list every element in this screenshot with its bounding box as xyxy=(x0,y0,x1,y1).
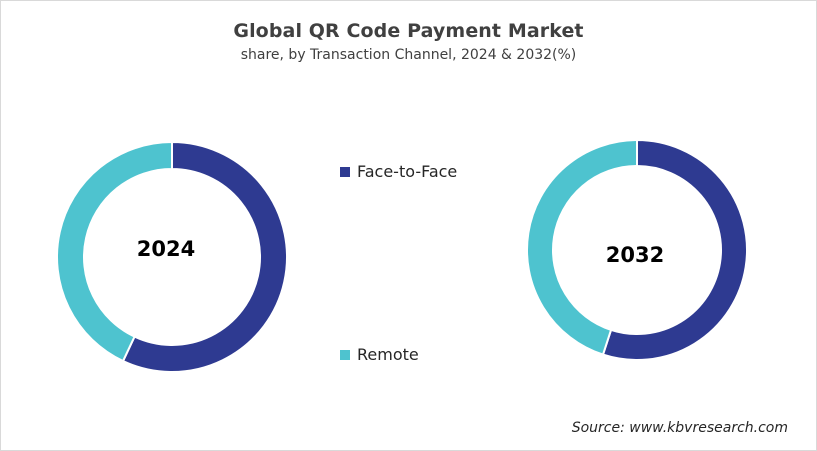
donut-segment-face-to-face xyxy=(121,140,288,373)
donut-center-label-2024: 2024 xyxy=(136,237,196,261)
donut-2032 xyxy=(526,138,748,361)
legend-label: Remote xyxy=(357,345,419,364)
legend-label: Face-to-Face xyxy=(357,162,458,181)
donut-segment-remote xyxy=(56,140,173,363)
source-credit: Source: www.kbvresearch.com xyxy=(571,420,788,436)
donut-segment-face-to-face xyxy=(601,138,748,361)
legend-swatch-remote xyxy=(340,349,350,360)
chart-subtitle: share, by Transaction Channel, 2024 & 20… xyxy=(240,47,577,63)
legend-swatch-face-to-face xyxy=(340,166,350,177)
chart-title: Global QR Code Payment Market xyxy=(233,20,584,42)
legend-item-remote: Remote xyxy=(340,345,419,364)
donut-segment-remote xyxy=(526,138,638,356)
donut-center-label-2032: 2032 xyxy=(605,243,665,267)
donut-2024 xyxy=(56,140,288,373)
legend-item-face-to-face: Face-to-Face xyxy=(340,162,457,181)
